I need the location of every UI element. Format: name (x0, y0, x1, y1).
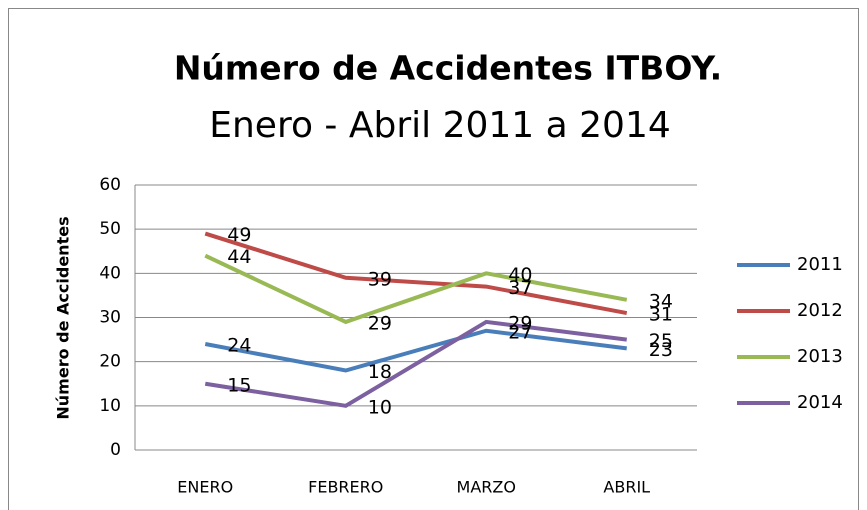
x-tick-label: ABRIL (603, 478, 650, 497)
y-tick-label: 60 (99, 175, 121, 195)
series-line (204, 231, 628, 316)
y-axis-label: Número de Accidentes (54, 216, 73, 419)
legend-label: 2011 (797, 254, 843, 275)
data-label: 40 (508, 264, 532, 286)
y-tick-label: 50 (99, 219, 121, 239)
x-tick-label: MARZO (457, 478, 516, 497)
data-label: 31 (649, 304, 673, 326)
y-tick-label: 40 (99, 263, 121, 283)
chart-border (8, 8, 859, 510)
x-tick-label: FEBRERO (308, 478, 383, 497)
legend-label: 2014 (797, 392, 843, 413)
data-label: 49 (227, 224, 251, 246)
data-label: 27 (508, 321, 532, 343)
series-line (204, 253, 628, 325)
legend-label: 2012 (797, 300, 843, 321)
data-label: 37 (508, 277, 532, 299)
data-label: 23 (649, 339, 673, 361)
chart-subtitle: Enero - Abril 2011 a 2014 (209, 105, 671, 146)
data-label: 25 (649, 330, 673, 352)
y-tick-label: 30 (99, 308, 121, 328)
x-tick-label: ENERO (177, 478, 233, 497)
data-label: 24 (227, 335, 251, 357)
data-label: 34 (649, 290, 673, 312)
data-label: 15 (227, 374, 251, 396)
y-tick-label: 20 (99, 352, 121, 372)
series-line (204, 319, 627, 408)
y-tick-label: 10 (99, 396, 121, 416)
data-label: 18 (368, 361, 392, 383)
y-tick-label: 0 (110, 440, 121, 460)
data-label: 29 (368, 312, 392, 334)
data-label: 29 (508, 312, 532, 334)
data-label: 39 (368, 268, 392, 290)
series-line (204, 328, 627, 373)
legend-label: 2013 (797, 346, 843, 367)
chart-title: Número de Accidentes ITBOY. (174, 49, 722, 88)
data-label: 44 (227, 246, 251, 268)
data-label: 10 (368, 396, 392, 418)
